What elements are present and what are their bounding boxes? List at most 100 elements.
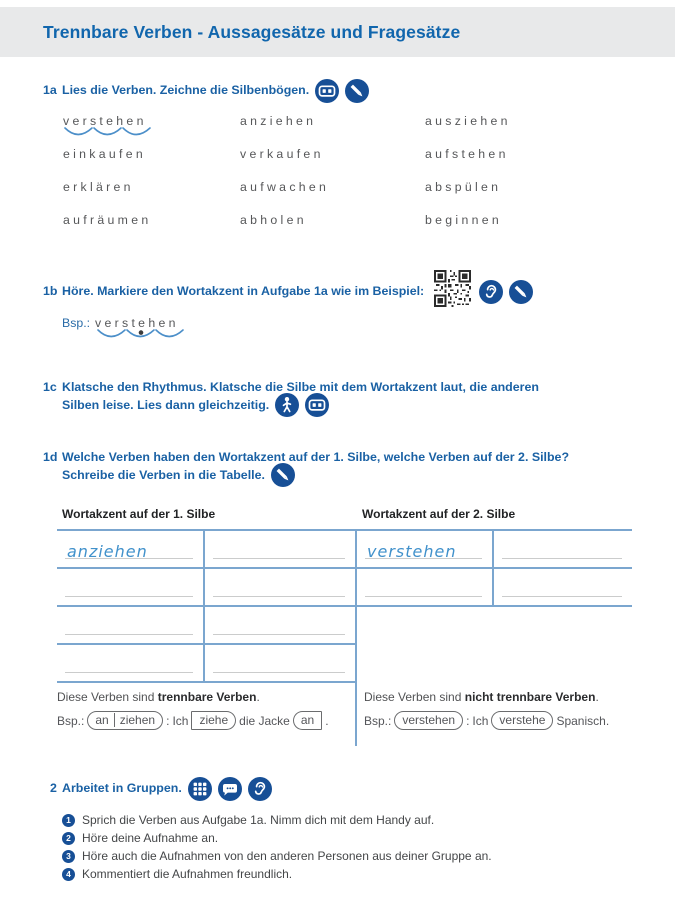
writing-cell	[205, 569, 355, 605]
verb-item: aufwachen	[240, 180, 330, 194]
step-number-badge: 4	[62, 868, 75, 881]
step-number-badge: 1	[62, 814, 75, 827]
verb-grid: verstehen anziehen ausziehen einkaufen v…	[63, 114, 625, 227]
verb-item: abholen	[240, 213, 307, 227]
writing-line	[213, 557, 345, 559]
writing-line	[365, 557, 482, 559]
table-row	[57, 607, 355, 645]
task-instruction: Arbeitet in Gruppen.	[62, 781, 182, 795]
verb-item: aufräumen	[63, 213, 152, 227]
verb-item: abspülen	[425, 180, 502, 194]
verb-item: anziehen	[240, 114, 317, 128]
group-grid-icon	[187, 776, 212, 801]
table-header-right: Wortakzent auf der 2. Silbe	[362, 507, 516, 521]
writing-line	[502, 557, 622, 559]
page-title: Trennbare Verben - Aussagesätze und Frag…	[43, 21, 461, 42]
writing-line	[213, 671, 345, 673]
writing-line	[65, 633, 193, 635]
writing-line	[65, 557, 193, 559]
verb-pill: verstehe	[491, 711, 554, 730]
table-row	[57, 569, 355, 607]
header-bar: Trennbare Verben - Aussagesätze und Frag…	[0, 7, 675, 57]
writing-cell	[57, 645, 205, 681]
list-item: 4 Kommentiert die Aufnahmen freundlich.	[62, 868, 492, 881]
task-instruction: Höre. Markiere den Wortakzent in Aufgabe…	[62, 284, 425, 298]
person-icon	[275, 393, 300, 418]
step-text: Höre deine Aufnahme an.	[82, 831, 219, 845]
task-1a-heading: 1a Lies die Verben. Zeichne die Silbenbö…	[43, 78, 370, 103]
note-separable: Diese Verben sind trennbare Verben.	[57, 690, 260, 704]
verb-pill-split: an ziehen	[87, 711, 164, 730]
task-instruction: Welche Verben haben den Wortakzent auf d…	[62, 450, 570, 482]
example-1b: Bsp.: verstehen	[62, 316, 184, 338]
table-row: anziehen	[57, 531, 355, 569]
writing-cell: anziehen	[57, 531, 205, 567]
task-1d-heading: 1d Welche Verben haben den Wortakzent au…	[43, 449, 623, 488]
verb-item: ausziehen	[425, 114, 511, 128]
verb-prefix-box: an	[292, 711, 323, 730]
example-word: verstehen	[95, 316, 184, 338]
pencil-icon	[270, 463, 295, 488]
list-item: 1 Sprich die Verben aus Aufgabe 1a. Nimm…	[62, 814, 492, 827]
verb-item: verkaufen	[240, 147, 324, 161]
pencil-icon	[345, 78, 370, 103]
handwritten-entry: anziehen	[67, 542, 148, 561]
ear-icon	[247, 776, 272, 801]
task-2-heading: 2 Arbeitet in Gruppen.	[50, 776, 272, 801]
writing-cell	[57, 569, 205, 605]
handwritten-entry: verstehen	[367, 542, 457, 561]
writing-cell	[205, 645, 355, 681]
task-instruction: Lies die Verben. Zeichne die Silbenbögen…	[62, 83, 310, 97]
open-book-icon	[305, 393, 330, 418]
example-label: Bsp.:	[62, 316, 91, 330]
task-2-steps: 1 Sprich die Verben aus Aufgabe 1a. Nimm…	[62, 814, 492, 881]
qr-code	[434, 270, 472, 313]
example-label: Bsp.:	[364, 713, 392, 728]
example-label: Bsp.:	[57, 713, 85, 728]
writing-line	[502, 595, 622, 597]
writing-line	[365, 595, 482, 597]
step-number-badge: 3	[62, 850, 75, 863]
pencil-icon	[509, 279, 534, 304]
task-number: 1b	[43, 284, 58, 298]
step-text: Höre auch die Aufnahmen von den anderen …	[82, 849, 492, 863]
writing-cell	[57, 607, 205, 643]
list-item: 2 Höre deine Aufnahme an.	[62, 832, 492, 845]
task-instruction: Klatsche den Rhythmus. Klatsche die Silb…	[62, 380, 539, 412]
task-number: 2	[50, 781, 57, 795]
task-number: 1d	[43, 450, 58, 464]
verb-item: aufstehen	[425, 147, 509, 161]
example-inseparable: Bsp.: verstehen : Ich verstehe Spanisch.	[364, 711, 609, 730]
task-number: 1a	[43, 83, 57, 97]
step-text: Kommentiert die Aufnahmen freundlich.	[82, 867, 293, 881]
table-row: verstehen	[357, 531, 632, 569]
verb-item: beginnen	[425, 213, 503, 227]
writing-line	[65, 671, 193, 673]
ear-icon	[479, 279, 504, 304]
writing-cell	[357, 569, 494, 605]
writing-cell	[205, 607, 355, 643]
verb-pill: verstehen	[394, 711, 464, 730]
writing-cell	[205, 531, 355, 567]
verb-item: erklären	[63, 180, 134, 194]
writing-line	[213, 633, 345, 635]
example-separable: Bsp.: an ziehen : Ich ziehe die Jacke an …	[57, 711, 329, 730]
table-row	[57, 645, 355, 683]
step-number-badge: 2	[62, 832, 75, 845]
syllable-arcs-with-dot	[96, 329, 188, 346]
table-header-left: Wortakzent auf der 1. Silbe	[62, 507, 216, 521]
task-1c-heading: 1c Klatsche den Rhythmus. Klatsche die S…	[43, 379, 603, 418]
table-center-divider	[355, 529, 357, 746]
step-text: Sprich die Verben aus Aufgabe 1a. Nimm d…	[82, 813, 435, 827]
task-number: 1c	[43, 380, 57, 394]
open-book-icon	[315, 78, 340, 103]
speech-bubble-icon	[217, 776, 242, 801]
writing-line	[213, 595, 345, 597]
verb-stem-box: ziehe	[191, 711, 237, 730]
writing-cell: verstehen	[357, 531, 494, 567]
note-inseparable: Diese Verben sind nicht trennbare Verben…	[364, 690, 599, 704]
task-1b-heading: 1b Höre. Markiere den Wortakzent in Aufg…	[43, 270, 534, 308]
writing-cell	[494, 531, 632, 567]
table-first-syllable: anziehen	[57, 529, 355, 683]
table-row	[357, 569, 632, 607]
